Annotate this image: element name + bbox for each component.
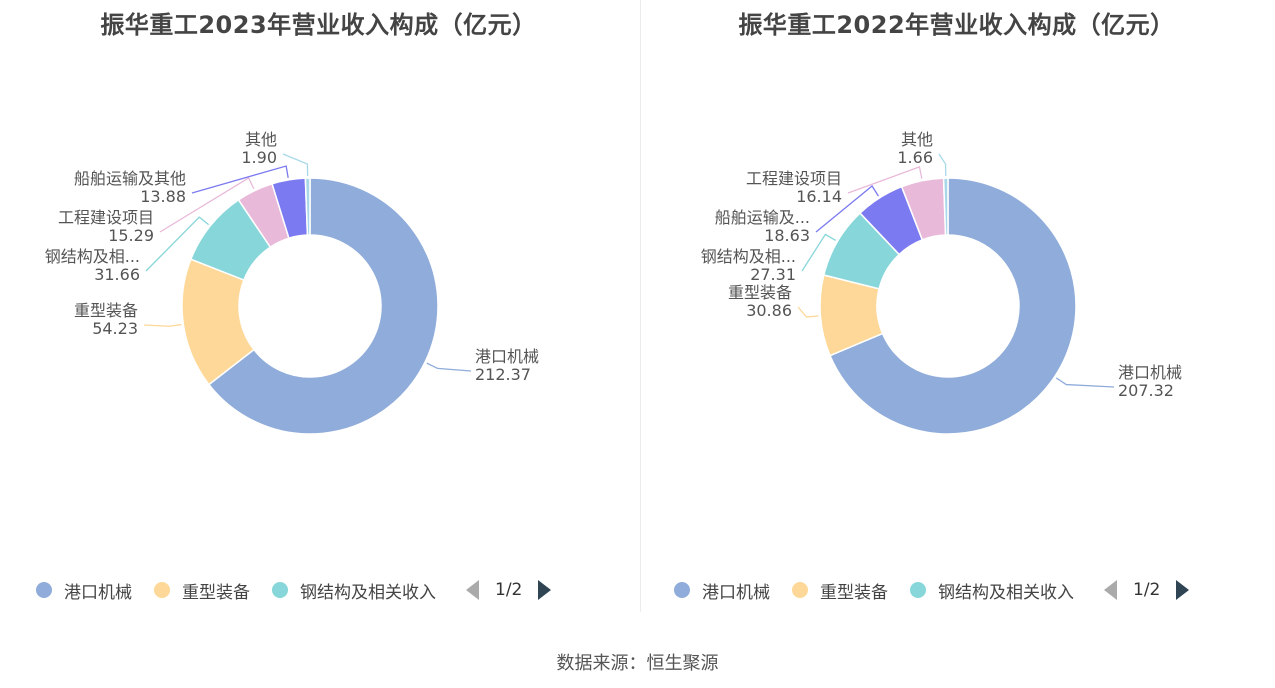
chart-panel-2023: 振华重工2023年营业收入构成（亿元） 港口机械 212.37 重型装备 54.23 钢… xyxy=(0,0,637,612)
slice-label-钢结构及相关收入: 钢结构及相... xyxy=(45,247,140,266)
legend-2023: 港口机械 重型装备 钢结构及相关收入 1/2 xyxy=(36,575,552,605)
legend-label: 钢结构及相关收入 xyxy=(300,582,436,603)
slice-label-重型装备: 重型装备 xyxy=(728,283,792,302)
legend-item-钢结构及相关收入[interactable]: 钢结构及相关收入 xyxy=(910,578,1074,603)
slice-label-船舶运输及其他: 船舶运输及... xyxy=(715,208,810,227)
legend-pager: 1/2 xyxy=(466,580,552,600)
slice-value-钢结构及相关收入: 31.66 xyxy=(94,265,140,284)
legend-pager: 1/2 xyxy=(1104,580,1190,600)
next-page-icon[interactable] xyxy=(538,580,552,600)
legend-2022: 港口机械 重型装备 钢结构及相关收入 1/2 xyxy=(674,575,1190,605)
slice-其他[interactable] xyxy=(942,177,949,236)
legend-label: 重型装备 xyxy=(820,582,888,603)
legend-item-钢结构及相关收入[interactable]: 钢结构及相关收入 xyxy=(272,578,436,603)
data-source: 数据来源：恒生聚源 xyxy=(556,653,719,674)
leader-line-工程建设项目 xyxy=(847,166,923,194)
slice-value-船舶运输及其他: 13.88 xyxy=(140,187,186,206)
leader-line-船舶运输及其他 xyxy=(815,185,880,233)
legend-label: 钢结构及相关收入 xyxy=(938,582,1074,603)
slice-其他[interactable] xyxy=(304,177,311,236)
slice-value-工程建设项目: 16.14 xyxy=(796,187,842,206)
slice-label-重型装备: 重型装备 xyxy=(74,301,138,320)
slice-label-工程建设项目: 工程建设项目 xyxy=(746,169,842,188)
slice-value-港口机械: 207.32 xyxy=(1118,381,1174,400)
slice-value-船舶运输及其他: 18.63 xyxy=(764,226,810,245)
leader-line-重型装备 xyxy=(797,306,819,318)
legend-item-港口机械[interactable]: 港口机械 xyxy=(36,578,132,603)
chart-title-2022: 振华重工2022年营业收入构成（亿元） xyxy=(738,11,1175,39)
legend-page-indicator: 1/2 xyxy=(1133,580,1161,600)
leader-line-船舶运输及其他 xyxy=(191,165,289,194)
slice-label-工程建设项目: 工程建设项目 xyxy=(58,208,154,227)
legend-item-重型装备[interactable]: 重型装备 xyxy=(792,578,888,603)
slice-label-港口机械: 港口机械 xyxy=(1118,363,1182,382)
slice-label-港口机械: 港口机械 xyxy=(475,347,539,366)
slice-label-船舶运输及其他: 船舶运输及其他 xyxy=(74,169,186,188)
slice-value-重型装备: 30.86 xyxy=(746,301,792,320)
slice-港口机械[interactable] xyxy=(207,177,439,435)
slice-value-其他: 1.90 xyxy=(241,148,277,167)
legend-marker-icon xyxy=(792,582,808,598)
slice-label-其他: 其他 xyxy=(245,130,277,149)
prev-page-icon[interactable] xyxy=(466,580,479,600)
slice-value-钢结构及相关收入: 27.31 xyxy=(750,265,796,284)
prev-page-icon[interactable] xyxy=(1104,580,1117,600)
legend-marker-icon xyxy=(36,582,52,598)
legend-page-indicator: 1/2 xyxy=(495,580,523,600)
leader-line-港口机械 xyxy=(426,362,472,372)
legend-label: 港口机械 xyxy=(702,582,770,603)
chart-panel-2022: 振华重工2022年营业收入构成（亿元） 港口机械 207.32 重型装备 30.86 钢… xyxy=(638,0,1275,612)
legend-item-港口机械[interactable]: 港口机械 xyxy=(674,578,770,603)
legend-label: 重型装备 xyxy=(182,582,250,603)
leader-line-港口机械 xyxy=(1055,377,1115,388)
leader-line-钢结构及相关收入 xyxy=(801,233,837,272)
slice-value-重型装备: 54.23 xyxy=(92,319,138,338)
leader-line-重型装备 xyxy=(143,323,182,327)
panel-divider xyxy=(640,0,641,612)
slice-value-其他: 1.66 xyxy=(897,148,933,167)
legend-marker-icon xyxy=(272,582,288,598)
legend-marker-icon xyxy=(674,582,690,598)
leader-line-其他 xyxy=(938,153,947,177)
slice-label-钢结构及相关收入: 钢结构及相... xyxy=(701,247,796,266)
slice-港口机械[interactable] xyxy=(829,177,1077,435)
legend-marker-icon xyxy=(910,582,926,598)
leader-line-其他 xyxy=(282,153,309,177)
legend-marker-icon xyxy=(154,582,170,598)
slice-label-其他: 其他 xyxy=(901,130,933,149)
leader-line-工程建设项目 xyxy=(159,177,255,233)
chart-title-2023: 振华重工2023年营业收入构成（亿元） xyxy=(100,11,537,39)
next-page-icon[interactable] xyxy=(1176,580,1190,600)
slice-value-工程建设项目: 15.29 xyxy=(108,226,154,245)
slice-value-港口机械: 212.37 xyxy=(475,365,531,384)
legend-item-重型装备[interactable]: 重型装备 xyxy=(154,578,250,603)
leader-line-钢结构及相关收入 xyxy=(145,216,209,272)
legend-label: 港口机械 xyxy=(64,582,132,603)
